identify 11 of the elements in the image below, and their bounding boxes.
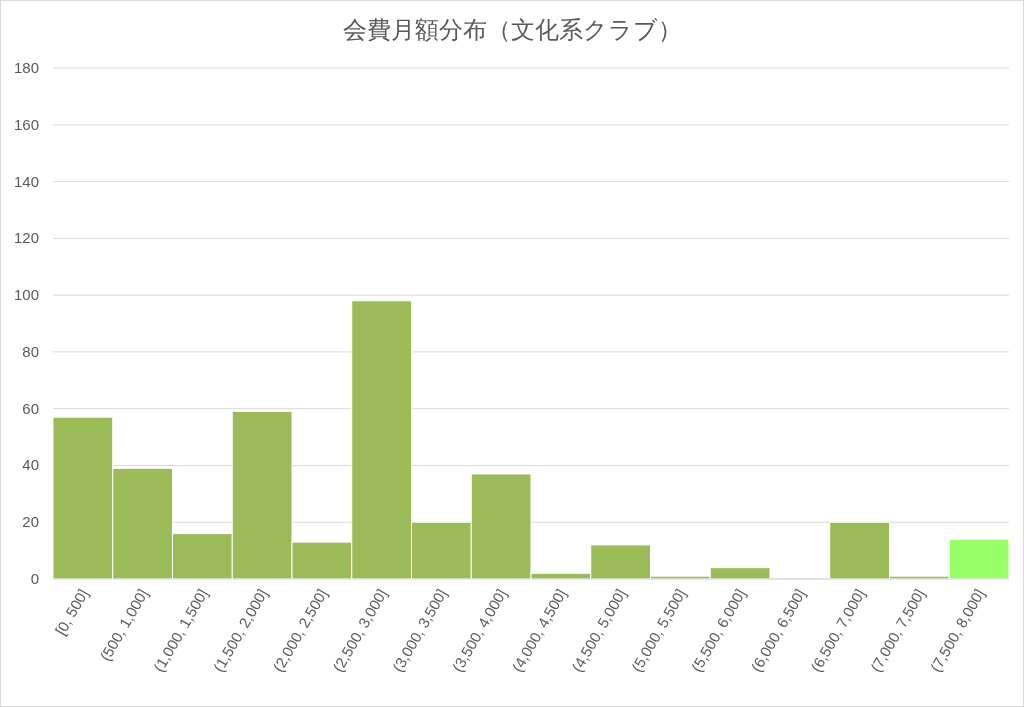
y-tick-label: 20 <box>22 513 39 531</box>
y-tick-label: 80 <box>22 342 39 360</box>
y-tick-label: 100 <box>13 286 39 304</box>
y-tick-label: 120 <box>13 229 39 247</box>
y-tick-label: 60 <box>22 399 39 417</box>
y-tick-label: 0 <box>30 570 39 587</box>
y-tick-label: 140 <box>13 172 39 190</box>
y-tick-label: 180 <box>13 59 39 76</box>
y-tick-label: 160 <box>13 115 39 133</box>
y-tick-label: 40 <box>22 456 39 474</box>
chart-title: 会費月額分布（文化系クラブ） <box>342 16 682 43</box>
